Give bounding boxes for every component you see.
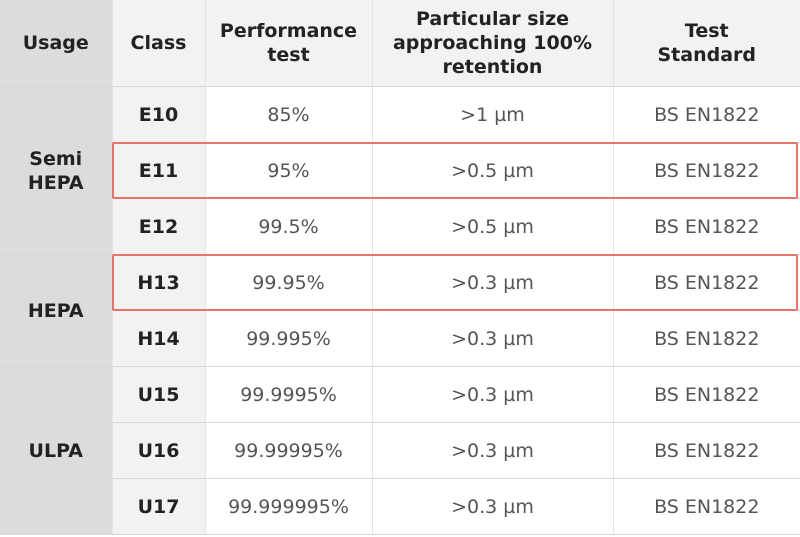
header-cell: Class [111,0,205,87]
value-cell: >0.5 µm [371,198,613,255]
table-row: Semi HEPA E10 85% >1 µm BS EN1822 [0,86,800,255]
value-cell: BS EN1822 [612,422,800,479]
table-row: U17 99.999995% >0.3 µm BS EN1822 [0,478,800,535]
table-row: ULPA U15 99.9995% >0.3 µm BS EN1822 [0,366,800,535]
value-cell: >1 µm [371,86,613,143]
class-cell: U15 [111,366,205,423]
value-cell: BS EN1822 [612,478,800,535]
usage-cell: HEPA [0,254,112,367]
table-row: HEPA H13 99.95% >0.3 µm BS EN1822 [0,254,800,367]
value-cell: 99.999995% [204,478,372,535]
value-cell: >0.5 µm [371,142,613,199]
table-row: U16 99.99995% >0.3 µm BS EN1822 [0,422,800,479]
class-cell: E10 [111,86,205,143]
class-cell: H14 [111,310,205,367]
header-cell: Performance test [204,0,372,87]
value-cell: 99.95% [204,254,372,311]
table-row: E12 99.5% >0.5 µm BS EN1822 [0,198,800,255]
value-cell: 99.995% [204,310,372,367]
value-cell: BS EN1822 [612,310,800,367]
value-cell: BS EN1822 [612,198,800,255]
class-cell: U17 [111,478,205,535]
value-cell: 99.99995% [204,422,372,479]
table-body: Semi HEPA E10 85% >1 µm BS EN1822 E11 95% >0.5 … [0,86,800,535]
class-cell: E12 [111,198,205,255]
value-cell: 85% [204,86,372,143]
highlight-box [112,254,798,311]
class-cell: E11 [111,142,205,199]
value-cell: >0.3 µm [371,422,613,479]
header-cell: Usage [0,0,112,87]
value-cell: BS EN1822 [612,86,800,143]
usage-cell: Semi HEPA [0,86,112,255]
class-cell: H13 [111,254,205,311]
table-row: E11 95% >0.5 µm BS EN1822 [0,142,800,199]
value-cell: >0.3 µm [371,478,613,535]
table-row: H14 99.995% >0.3 µm BS EN1822 [0,310,800,367]
usage-cell: ULPA [0,366,112,535]
header-row: Usage Class Performance test Particular siz… [0,0,800,87]
class-cell: U16 [111,422,205,479]
value-cell: 95% [204,142,372,199]
header-cell: Particular size approaching 100% retenti… [371,0,613,87]
header-cell: Test Standard [612,0,800,87]
value-cell: BS EN1822 [612,254,800,311]
value-cell: BS EN1822 [612,366,800,423]
value-cell: >0.3 µm [371,254,613,311]
value-cell: 99.9995% [204,366,372,423]
value-cell: >0.3 µm [371,310,613,367]
highlight-box [112,142,798,199]
value-cell: 99.5% [204,198,372,255]
value-cell: >0.3 µm [371,366,613,423]
